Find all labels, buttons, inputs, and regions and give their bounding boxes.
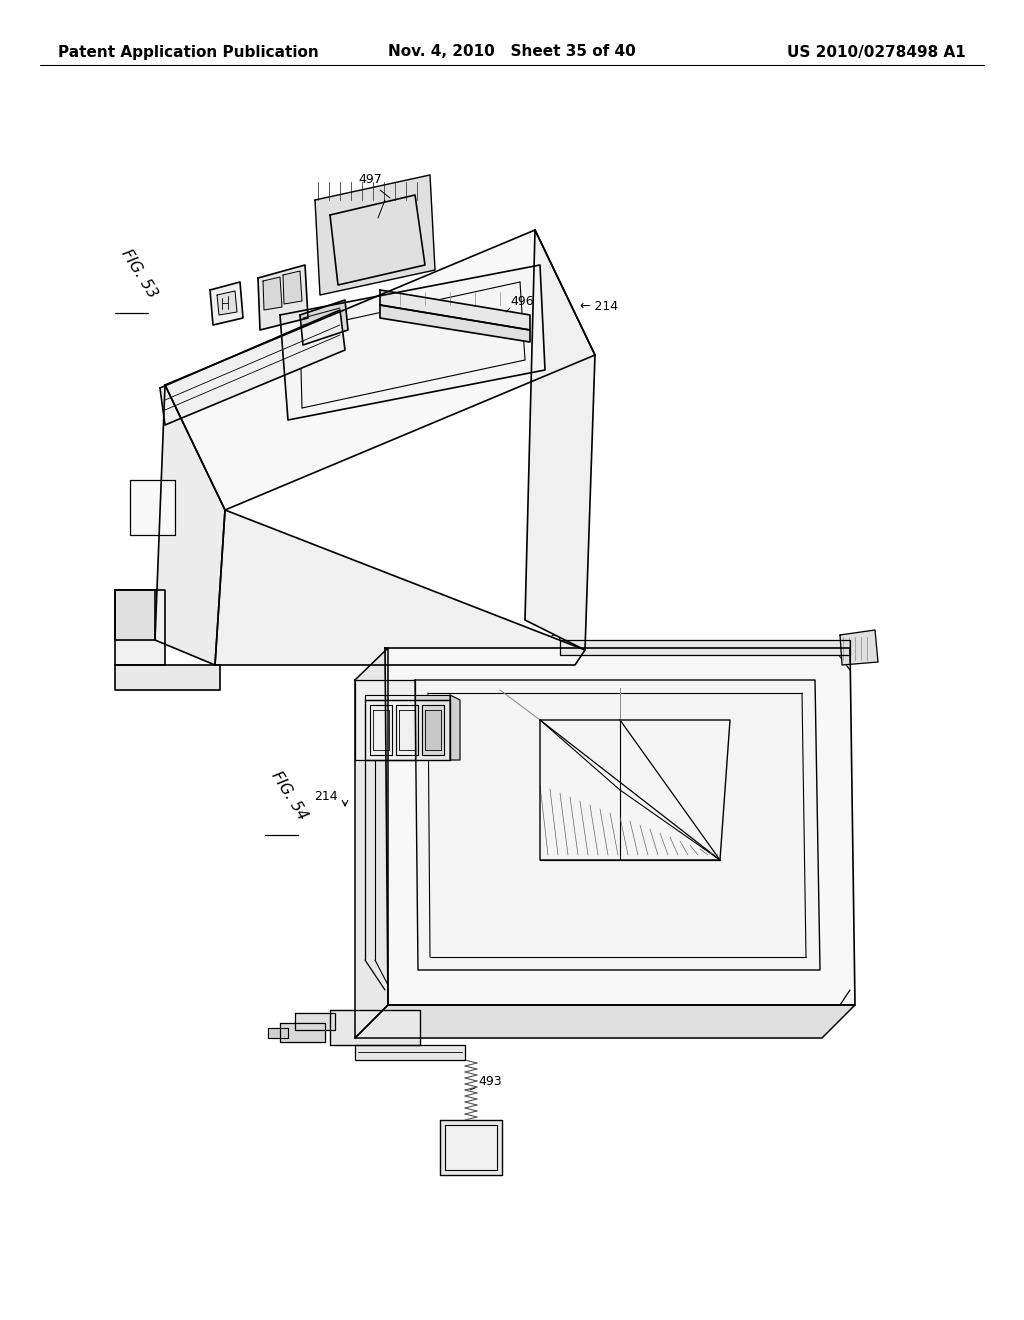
Polygon shape bbox=[280, 1023, 325, 1041]
Polygon shape bbox=[115, 590, 155, 640]
Polygon shape bbox=[540, 719, 730, 861]
Text: ← 214: ← 214 bbox=[580, 300, 618, 313]
Polygon shape bbox=[370, 705, 392, 755]
Polygon shape bbox=[355, 1045, 465, 1060]
Polygon shape bbox=[263, 277, 282, 310]
Polygon shape bbox=[355, 1005, 855, 1038]
Polygon shape bbox=[258, 265, 308, 330]
Text: 214: 214 bbox=[314, 789, 338, 803]
Text: 496: 496 bbox=[510, 294, 534, 308]
Polygon shape bbox=[280, 265, 545, 420]
Polygon shape bbox=[399, 710, 415, 750]
Circle shape bbox=[794, 642, 806, 653]
Text: FIG. 53: FIG. 53 bbox=[118, 247, 160, 301]
Polygon shape bbox=[130, 480, 175, 535]
Polygon shape bbox=[560, 640, 850, 655]
Polygon shape bbox=[217, 290, 237, 315]
Polygon shape bbox=[165, 230, 595, 510]
Polygon shape bbox=[440, 1119, 502, 1175]
Polygon shape bbox=[115, 665, 220, 690]
Polygon shape bbox=[365, 700, 450, 760]
Text: US 2010/0278498 A1: US 2010/0278498 A1 bbox=[787, 45, 966, 59]
Polygon shape bbox=[115, 590, 165, 665]
Polygon shape bbox=[355, 680, 415, 760]
Polygon shape bbox=[210, 282, 243, 325]
Polygon shape bbox=[450, 696, 460, 760]
Polygon shape bbox=[160, 310, 345, 425]
Polygon shape bbox=[380, 290, 530, 330]
Polygon shape bbox=[385, 648, 855, 1005]
Circle shape bbox=[724, 642, 736, 653]
Text: 493: 493 bbox=[478, 1074, 502, 1088]
Polygon shape bbox=[330, 1010, 420, 1045]
Polygon shape bbox=[425, 710, 441, 750]
Polygon shape bbox=[295, 1012, 335, 1030]
Polygon shape bbox=[396, 705, 418, 755]
Polygon shape bbox=[445, 1125, 497, 1170]
Polygon shape bbox=[283, 271, 302, 304]
Polygon shape bbox=[268, 1028, 288, 1038]
Text: 497: 497 bbox=[358, 173, 382, 186]
Polygon shape bbox=[215, 510, 585, 665]
Circle shape bbox=[654, 642, 666, 653]
Polygon shape bbox=[373, 710, 389, 750]
Polygon shape bbox=[380, 305, 530, 342]
Polygon shape bbox=[415, 680, 820, 970]
Polygon shape bbox=[840, 630, 878, 665]
Polygon shape bbox=[525, 230, 595, 649]
Text: FIG. 54: FIG. 54 bbox=[268, 770, 309, 822]
Polygon shape bbox=[365, 696, 450, 700]
Circle shape bbox=[584, 642, 596, 653]
Polygon shape bbox=[155, 385, 225, 665]
Polygon shape bbox=[300, 300, 348, 345]
Polygon shape bbox=[355, 648, 388, 1038]
Polygon shape bbox=[330, 195, 425, 285]
Text: Patent Application Publication: Patent Application Publication bbox=[58, 45, 318, 59]
Text: Nov. 4, 2010   Sheet 35 of 40: Nov. 4, 2010 Sheet 35 of 40 bbox=[388, 45, 636, 59]
Polygon shape bbox=[422, 705, 444, 755]
Polygon shape bbox=[315, 176, 435, 294]
